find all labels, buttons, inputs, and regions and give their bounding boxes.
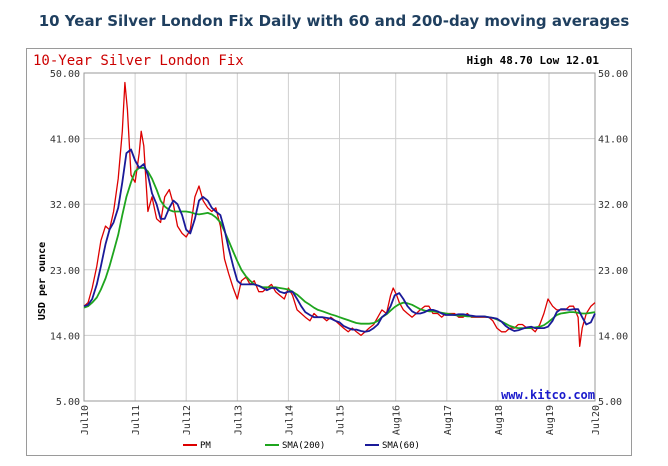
chart-frame: 10-Year Silver London Fix High 48.70 Low… — [26, 48, 632, 456]
x-tick-label: Aug18 — [494, 405, 505, 435]
x-tick-label: Jul11 — [131, 405, 142, 435]
legend-sma60-label: SMA(60) — [382, 441, 420, 451]
legend-sma200-label: SMA(200) — [282, 441, 325, 451]
x-tick-label: Jul12 — [182, 405, 193, 435]
y-tick-right: 23.00 — [598, 266, 628, 277]
x-tick-label: Jul15 — [336, 405, 347, 435]
x-tick-label: Jul20 — [591, 405, 602, 435]
plot-area — [83, 72, 596, 402]
y-tick-left: 14.00 — [50, 331, 80, 342]
x-tick-label: Jul13 — [233, 405, 244, 435]
legend: PM SMA(200) SMA(60) — [183, 441, 420, 451]
gridlines — [83, 72, 596, 402]
series-lines — [83, 81, 596, 347]
x-tick-label: Jul14 — [284, 405, 295, 435]
page-title: 10 Year Silver London Fix Daily with 60 … — [38, 12, 630, 30]
x-tick-label: Aug19 — [545, 405, 556, 435]
high-low-stats: High 48.70 Low 12.01 — [467, 54, 600, 67]
y-axis-label: USD per ounce — [37, 242, 48, 320]
series-sma60 — [83, 148, 596, 333]
y-tick-left: 5.00 — [56, 397, 80, 408]
chart-title: 10-Year Silver London Fix — [33, 53, 244, 69]
y-tick-right: 41.00 — [598, 135, 628, 146]
y-tick-left: 32.00 — [50, 200, 80, 211]
y-tick-left: 23.00 — [50, 266, 80, 277]
x-tick-label: Aug16 — [392, 405, 403, 435]
y-tick-right: 5.00 — [598, 397, 622, 408]
x-tick-label: Aug17 — [443, 405, 454, 435]
legend-pm-label: PM — [200, 441, 211, 451]
silver-price-chart: 10-Year Silver London Fix High 48.70 Low… — [33, 53, 628, 451]
y-tick-right: 14.00 — [598, 331, 628, 342]
y-tick-left: 41.00 — [50, 135, 80, 146]
axis-ticks: 50.00 50.00 41.00 41.00 32.00 32.00 23.00 23.00… — [50, 69, 628, 435]
watermark: www.kitco.com — [501, 388, 595, 402]
y-tick-right: 50.00 — [598, 69, 628, 80]
x-tick-label: Jul10 — [80, 405, 91, 435]
y-tick-right: 32.00 — [598, 200, 628, 211]
y-tick-left: 50.00 — [50, 69, 80, 80]
